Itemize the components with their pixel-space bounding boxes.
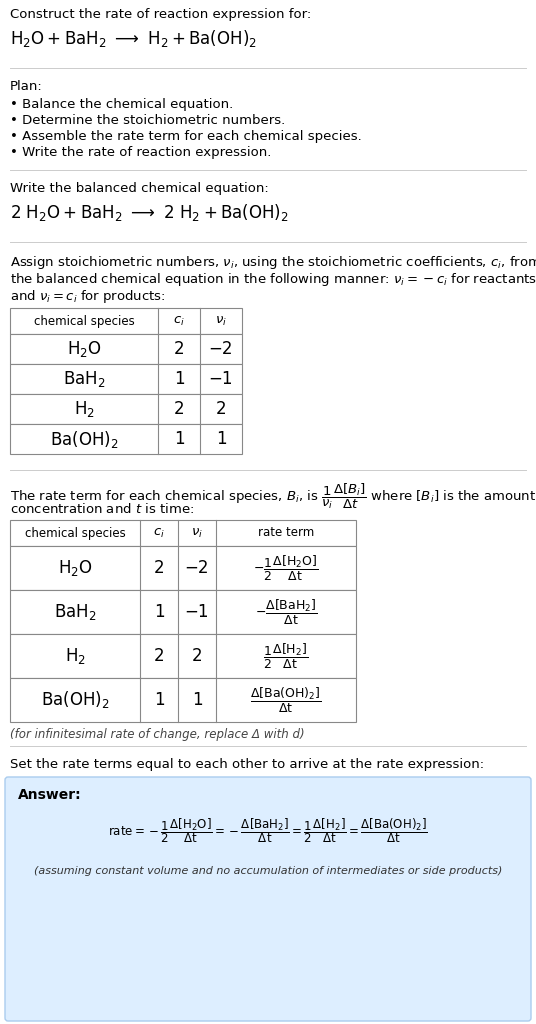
Text: 1: 1 — [154, 691, 165, 709]
Text: Set the rate terms equal to each other to arrive at the rate expression:: Set the rate terms equal to each other t… — [10, 758, 484, 771]
Text: • Determine the stoichiometric numbers.: • Determine the stoichiometric numbers. — [10, 114, 285, 127]
Text: 1: 1 — [174, 370, 184, 388]
Text: 2: 2 — [174, 400, 184, 418]
Text: −1: −1 — [209, 370, 233, 388]
Text: concentration and $t$ is time:: concentration and $t$ is time: — [10, 502, 194, 516]
Bar — [10, 634, 356, 678]
Text: the balanced chemical equation in the following manner: $\nu_i = -c_i$ for react: the balanced chemical equation in the fo… — [10, 271, 536, 288]
Text: Write the balanced chemical equation:: Write the balanced chemical equation: — [10, 182, 269, 195]
Text: The rate term for each chemical species, $B_i$, is $\dfrac{1}{\nu_i}\dfrac{\Delt: The rate term for each chemical species,… — [10, 482, 536, 511]
Text: $\rm H_2O$: $\rm H_2O$ — [66, 339, 101, 359]
Text: 2: 2 — [154, 559, 165, 577]
Text: $\rm H_2$: $\rm H_2$ — [73, 399, 94, 419]
Text: $\rm BaH_2$: $\rm BaH_2$ — [63, 369, 105, 389]
Text: −2: −2 — [185, 559, 209, 577]
FancyBboxPatch shape — [5, 777, 531, 1021]
Bar — [10, 520, 356, 546]
Text: Answer:: Answer: — [18, 788, 81, 802]
Text: • Balance the chemical equation.: • Balance the chemical equation. — [10, 98, 233, 111]
Text: 1: 1 — [174, 430, 184, 449]
Text: 2: 2 — [192, 647, 202, 665]
Text: and $\nu_i = c_i$ for products:: and $\nu_i = c_i$ for products: — [10, 288, 166, 305]
Text: chemical species: chemical species — [25, 526, 125, 540]
Text: 2: 2 — [215, 400, 226, 418]
Text: $\rm H_2O$: $\rm H_2O$ — [58, 558, 92, 578]
Text: 1: 1 — [154, 603, 165, 621]
Text: Assign stoichiometric numbers, $\nu_i$, using the stoichiometric coefficients, $: Assign stoichiometric numbers, $\nu_i$, … — [10, 254, 536, 271]
Text: $\rm H_2$: $\rm H_2$ — [64, 646, 85, 666]
Bar — [10, 424, 242, 454]
Text: −1: −1 — [185, 603, 209, 621]
Text: $\dfrac{\Delta[\rm Ba(OH)_2]}{\Delta t}$: $\dfrac{\Delta[\rm Ba(OH)_2]}{\Delta t}$ — [250, 685, 322, 715]
Text: $\dfrac{1}{2}\dfrac{\Delta[\rm H_2]}{\Delta t}$: $\dfrac{1}{2}\dfrac{\Delta[\rm H_2]}{\De… — [263, 641, 309, 671]
Text: $\rm BaH_2$: $\rm BaH_2$ — [54, 602, 96, 622]
Bar — [10, 334, 242, 364]
Text: −2: −2 — [209, 340, 233, 358]
Text: $\rm rate = -\dfrac{1}{2}\dfrac{\Delta[H_2O]}{\Delta t} = -\dfrac{\Delta[BaH_2]}: $\rm rate = -\dfrac{1}{2}\dfrac{\Delta[H… — [108, 816, 428, 845]
Text: $\rm 2\ H_2O + BaH_2\ \longrightarrow\ 2\ H_2 + Ba(OH)_2$: $\rm 2\ H_2O + BaH_2\ \longrightarrow\ 2… — [10, 202, 289, 223]
Text: $\rm Ba(OH)_2$: $\rm Ba(OH)_2$ — [50, 428, 118, 450]
Text: $-\dfrac{1}{2}\dfrac{\Delta[\rm H_2O]}{\Delta t}$: $-\dfrac{1}{2}\dfrac{\Delta[\rm H_2O]}{\… — [253, 554, 319, 583]
Text: $\nu_i$: $\nu_i$ — [191, 526, 203, 540]
Text: • Write the rate of reaction expression.: • Write the rate of reaction expression. — [10, 146, 271, 159]
Text: Plan:: Plan: — [10, 80, 43, 93]
Text: $c_i$: $c_i$ — [173, 314, 185, 328]
Text: 1: 1 — [215, 430, 226, 449]
Text: 2: 2 — [174, 340, 184, 358]
Text: $-\dfrac{\Delta[\rm BaH_2]}{\Delta t}$: $-\dfrac{\Delta[\rm BaH_2]}{\Delta t}$ — [255, 597, 317, 627]
Bar — [10, 678, 356, 722]
Bar — [10, 308, 242, 334]
Bar — [10, 546, 356, 590]
Text: • Assemble the rate term for each chemical species.: • Assemble the rate term for each chemic… — [10, 130, 362, 143]
Text: $\rm H_2O + BaH_2\ \longrightarrow\ H_2 + Ba(OH)_2$: $\rm H_2O + BaH_2\ \longrightarrow\ H_2 … — [10, 28, 257, 49]
Text: $c_i$: $c_i$ — [153, 526, 165, 540]
Text: $\nu_i$: $\nu_i$ — [215, 314, 227, 328]
Text: rate term: rate term — [258, 526, 314, 540]
Text: 1: 1 — [192, 691, 202, 709]
Bar — [10, 394, 242, 424]
Text: $\rm Ba(OH)_2$: $\rm Ba(OH)_2$ — [41, 689, 109, 711]
Text: (assuming constant volume and no accumulation of intermediates or side products): (assuming constant volume and no accumul… — [34, 866, 502, 876]
Text: (for infinitesimal rate of change, replace Δ with d): (for infinitesimal rate of change, repla… — [10, 728, 304, 741]
Text: chemical species: chemical species — [34, 314, 135, 328]
Bar — [10, 590, 356, 634]
Text: 2: 2 — [154, 647, 165, 665]
Bar — [10, 364, 242, 394]
Text: Construct the rate of reaction expression for:: Construct the rate of reaction expressio… — [10, 8, 311, 22]
